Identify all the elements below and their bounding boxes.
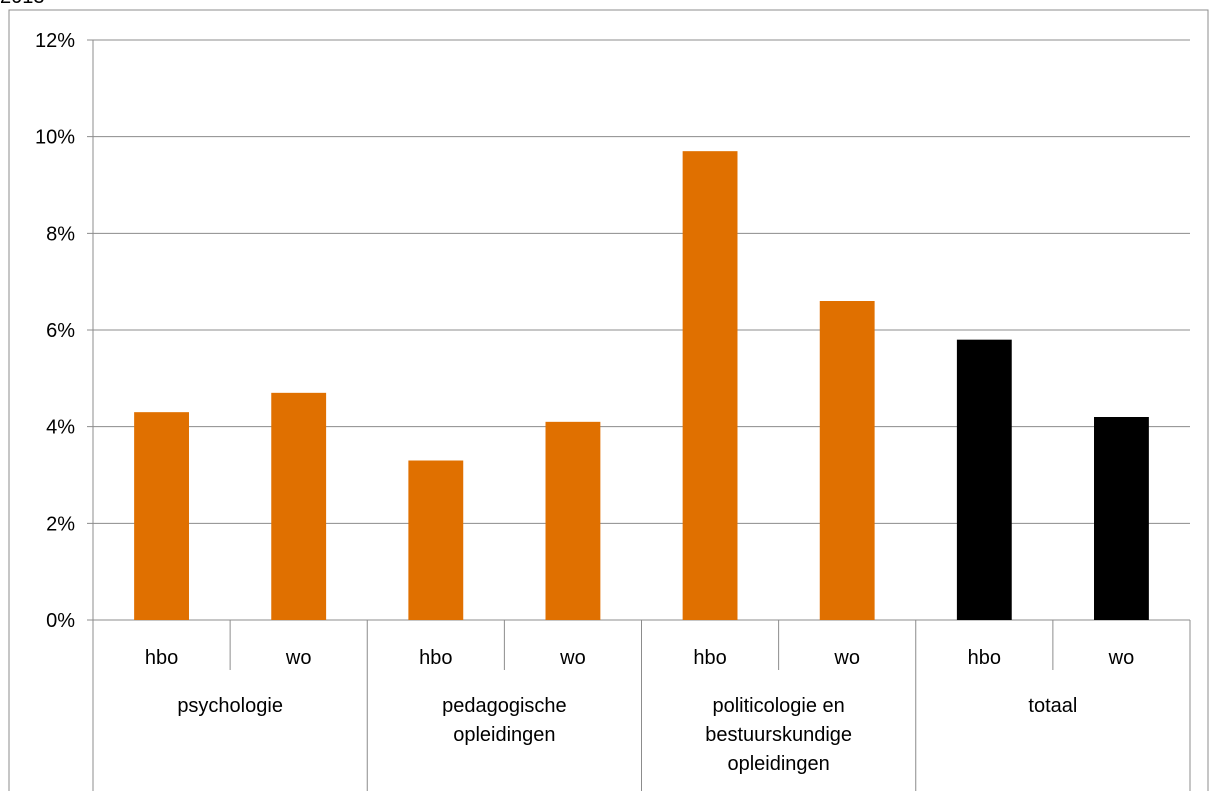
category-label: totaal <box>1028 695 1077 717</box>
y-axis-ticks: 0% 2% 4% 6% 8% 10% 12% <box>35 30 75 632</box>
y-tick-label: 10% <box>35 127 75 149</box>
bar-totaal-hbo <box>956 339 1012 620</box>
category-label: psychologie <box>177 695 283 717</box>
subcategory-label: wo <box>285 647 312 669</box>
subcategory-label: hbo <box>419 647 452 669</box>
subcategory-label: hbo <box>968 647 1001 669</box>
y-tick-label: 0% <box>46 610 75 632</box>
y-tick-label: 6% <box>46 320 75 342</box>
x-axis-categories: hbo wo psychologie hbo wo pedagogische opleidi… <box>92 620 1191 791</box>
category-label-line: politicologie en <box>712 695 844 717</box>
grid-lines <box>87 39 1190 621</box>
category-label-line: psychologie <box>177 695 283 717</box>
bar-pedagogische-hbo <box>408 460 464 620</box>
y-tick-label: 4% <box>46 417 75 439</box>
category-label-line: opleidingen <box>453 724 555 746</box>
bar-totaal-wo <box>1094 417 1149 620</box>
chart-border <box>8 9 1209 796</box>
subcategory-label: wo <box>833 647 860 669</box>
y-tick-label: 2% <box>46 513 75 535</box>
y-tick-label: 8% <box>46 223 75 245</box>
category-label: politicologie en bestuurskundige opleiding… <box>705 695 852 775</box>
category-label: pedagogische opleidingen <box>442 695 567 746</box>
header-fragment: 2013 <box>0 0 45 7</box>
bar-politicologie-wo <box>819 301 875 620</box>
category-label-line: opleidingen <box>727 753 829 775</box>
bar-politicologie-hbo <box>682 151 738 620</box>
bar-pedagogische-wo <box>545 421 601 620</box>
category-label-line: bestuurskundige <box>705 724 852 746</box>
subcategory-label: wo <box>559 647 586 669</box>
category-label-line: pedagogische <box>442 695 567 717</box>
bar-psychologie-hbo <box>134 412 189 620</box>
bar-psychologie-wo <box>271 392 327 620</box>
category-label-line: totaal <box>1028 695 1077 717</box>
subcategory-label: hbo <box>693 647 726 669</box>
y-tick-label: 12% <box>35 30 75 52</box>
bars <box>134 151 1149 620</box>
subcategory-label: hbo <box>145 647 178 669</box>
subcategory-label: wo <box>1108 647 1135 669</box>
